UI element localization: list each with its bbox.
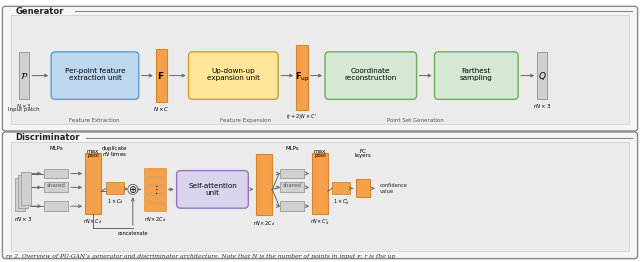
- Text: Point Set Generation: Point Set Generation: [387, 118, 444, 123]
- Bar: [15, 177, 26, 211]
- Bar: [19, 52, 29, 99]
- Text: concatenate: concatenate: [118, 231, 148, 236]
- Text: $\mathbf{F}$: $\mathbf{F}$: [157, 70, 165, 81]
- Text: $\oplus$: $\oplus$: [128, 184, 138, 195]
- Bar: [106, 182, 124, 194]
- Text: $N\times C$: $N\times C$: [153, 105, 170, 113]
- Text: $rN\times C_d^{\prime}$: $rN\times C_d^{\prime}$: [310, 217, 330, 227]
- Bar: [44, 182, 68, 192]
- Bar: [280, 169, 304, 178]
- FancyBboxPatch shape: [177, 171, 248, 208]
- Text: shared: shared: [283, 183, 301, 188]
- Text: Input patch: Input patch: [8, 107, 40, 112]
- Text: Feature Expansion: Feature Expansion: [220, 118, 271, 123]
- Text: re 2. Overview of PU-GAN’s generator and discriminator architecture. Note that N: re 2. Overview of PU-GAN’s generator and…: [6, 254, 396, 259]
- Text: Per-point feature
extraction unit: Per-point feature extraction unit: [65, 68, 125, 81]
- Bar: [12, 142, 628, 251]
- Text: $\mathcal{P}$: $\mathcal{P}$: [20, 70, 28, 81]
- FancyBboxPatch shape: [3, 6, 637, 131]
- Bar: [537, 52, 547, 99]
- Bar: [144, 168, 166, 176]
- Bar: [144, 185, 166, 193]
- Bar: [12, 15, 628, 124]
- Bar: [296, 45, 308, 110]
- Text: Coordinate
reconstruction: Coordinate reconstruction: [345, 68, 397, 81]
- Bar: [256, 154, 272, 215]
- FancyBboxPatch shape: [51, 52, 139, 99]
- FancyBboxPatch shape: [189, 52, 278, 99]
- Text: MLPs: MLPs: [285, 146, 299, 151]
- FancyBboxPatch shape: [325, 52, 417, 99]
- Text: $rN\times 2C_d$: $rN\times 2C_d$: [143, 215, 166, 224]
- Text: max: max: [314, 149, 326, 154]
- Text: Generator: Generator: [15, 7, 64, 16]
- Bar: [356, 179, 370, 197]
- Text: $\vdots$: $\vdots$: [151, 183, 159, 196]
- Bar: [144, 194, 166, 202]
- Bar: [280, 201, 304, 211]
- FancyBboxPatch shape: [435, 52, 518, 99]
- Text: $1\times C_d^{\prime}$: $1\times C_d^{\prime}$: [333, 197, 349, 207]
- Text: pool: pool: [314, 153, 326, 158]
- Text: Farthest
sampling: Farthest sampling: [460, 68, 493, 81]
- Text: Self-attention
unit: Self-attention unit: [188, 183, 237, 196]
- Text: $rN\times3$: $rN\times3$: [533, 102, 551, 110]
- Text: $(r+2)N\times C^{\prime}$: $(r+2)N\times C^{\prime}$: [287, 113, 317, 122]
- Text: MLPs: MLPs: [49, 146, 63, 151]
- Text: duplicate: duplicate: [102, 146, 127, 151]
- Bar: [312, 153, 328, 214]
- Text: $Q$: $Q$: [538, 70, 547, 81]
- FancyBboxPatch shape: [3, 132, 637, 259]
- Text: Up-down-up
expansion unit: Up-down-up expansion unit: [207, 68, 260, 81]
- Text: $rN\times C_d$: $rN\times C_d$: [83, 217, 102, 226]
- Bar: [332, 182, 350, 194]
- Text: shared: shared: [47, 183, 65, 188]
- Bar: [144, 177, 166, 184]
- Text: confidence
value: confidence value: [380, 183, 408, 194]
- Text: $1\times C_d$: $1\times C_d$: [107, 197, 124, 206]
- Bar: [44, 169, 68, 178]
- Bar: [44, 201, 68, 211]
- Circle shape: [128, 184, 138, 194]
- Bar: [21, 172, 31, 205]
- Bar: [144, 203, 166, 211]
- Text: FC: FC: [360, 149, 366, 154]
- Bar: [19, 174, 28, 208]
- Text: $rN$ times: $rN$ times: [102, 150, 127, 158]
- Text: pool: pool: [87, 153, 99, 158]
- Bar: [156, 49, 166, 102]
- Text: Feature Extraction: Feature Extraction: [68, 118, 119, 123]
- Text: Discriminator: Discriminator: [15, 133, 80, 143]
- Bar: [85, 153, 101, 214]
- Text: $\mathbf{F}_{\mathrm{up}}$: $\mathbf{F}_{\mathrm{up}}$: [294, 71, 310, 84]
- Text: $rN\times 2C_d$: $rN\times 2C_d$: [253, 219, 275, 228]
- Text: $N\times3$: $N\times3$: [17, 102, 32, 110]
- Text: max: max: [87, 149, 99, 154]
- Text: layers: layers: [355, 153, 371, 158]
- Text: $rN\times3$: $rN\times3$: [14, 215, 33, 223]
- Bar: [280, 182, 304, 192]
